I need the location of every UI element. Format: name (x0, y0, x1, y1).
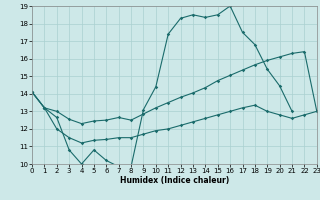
X-axis label: Humidex (Indice chaleur): Humidex (Indice chaleur) (120, 176, 229, 185)
